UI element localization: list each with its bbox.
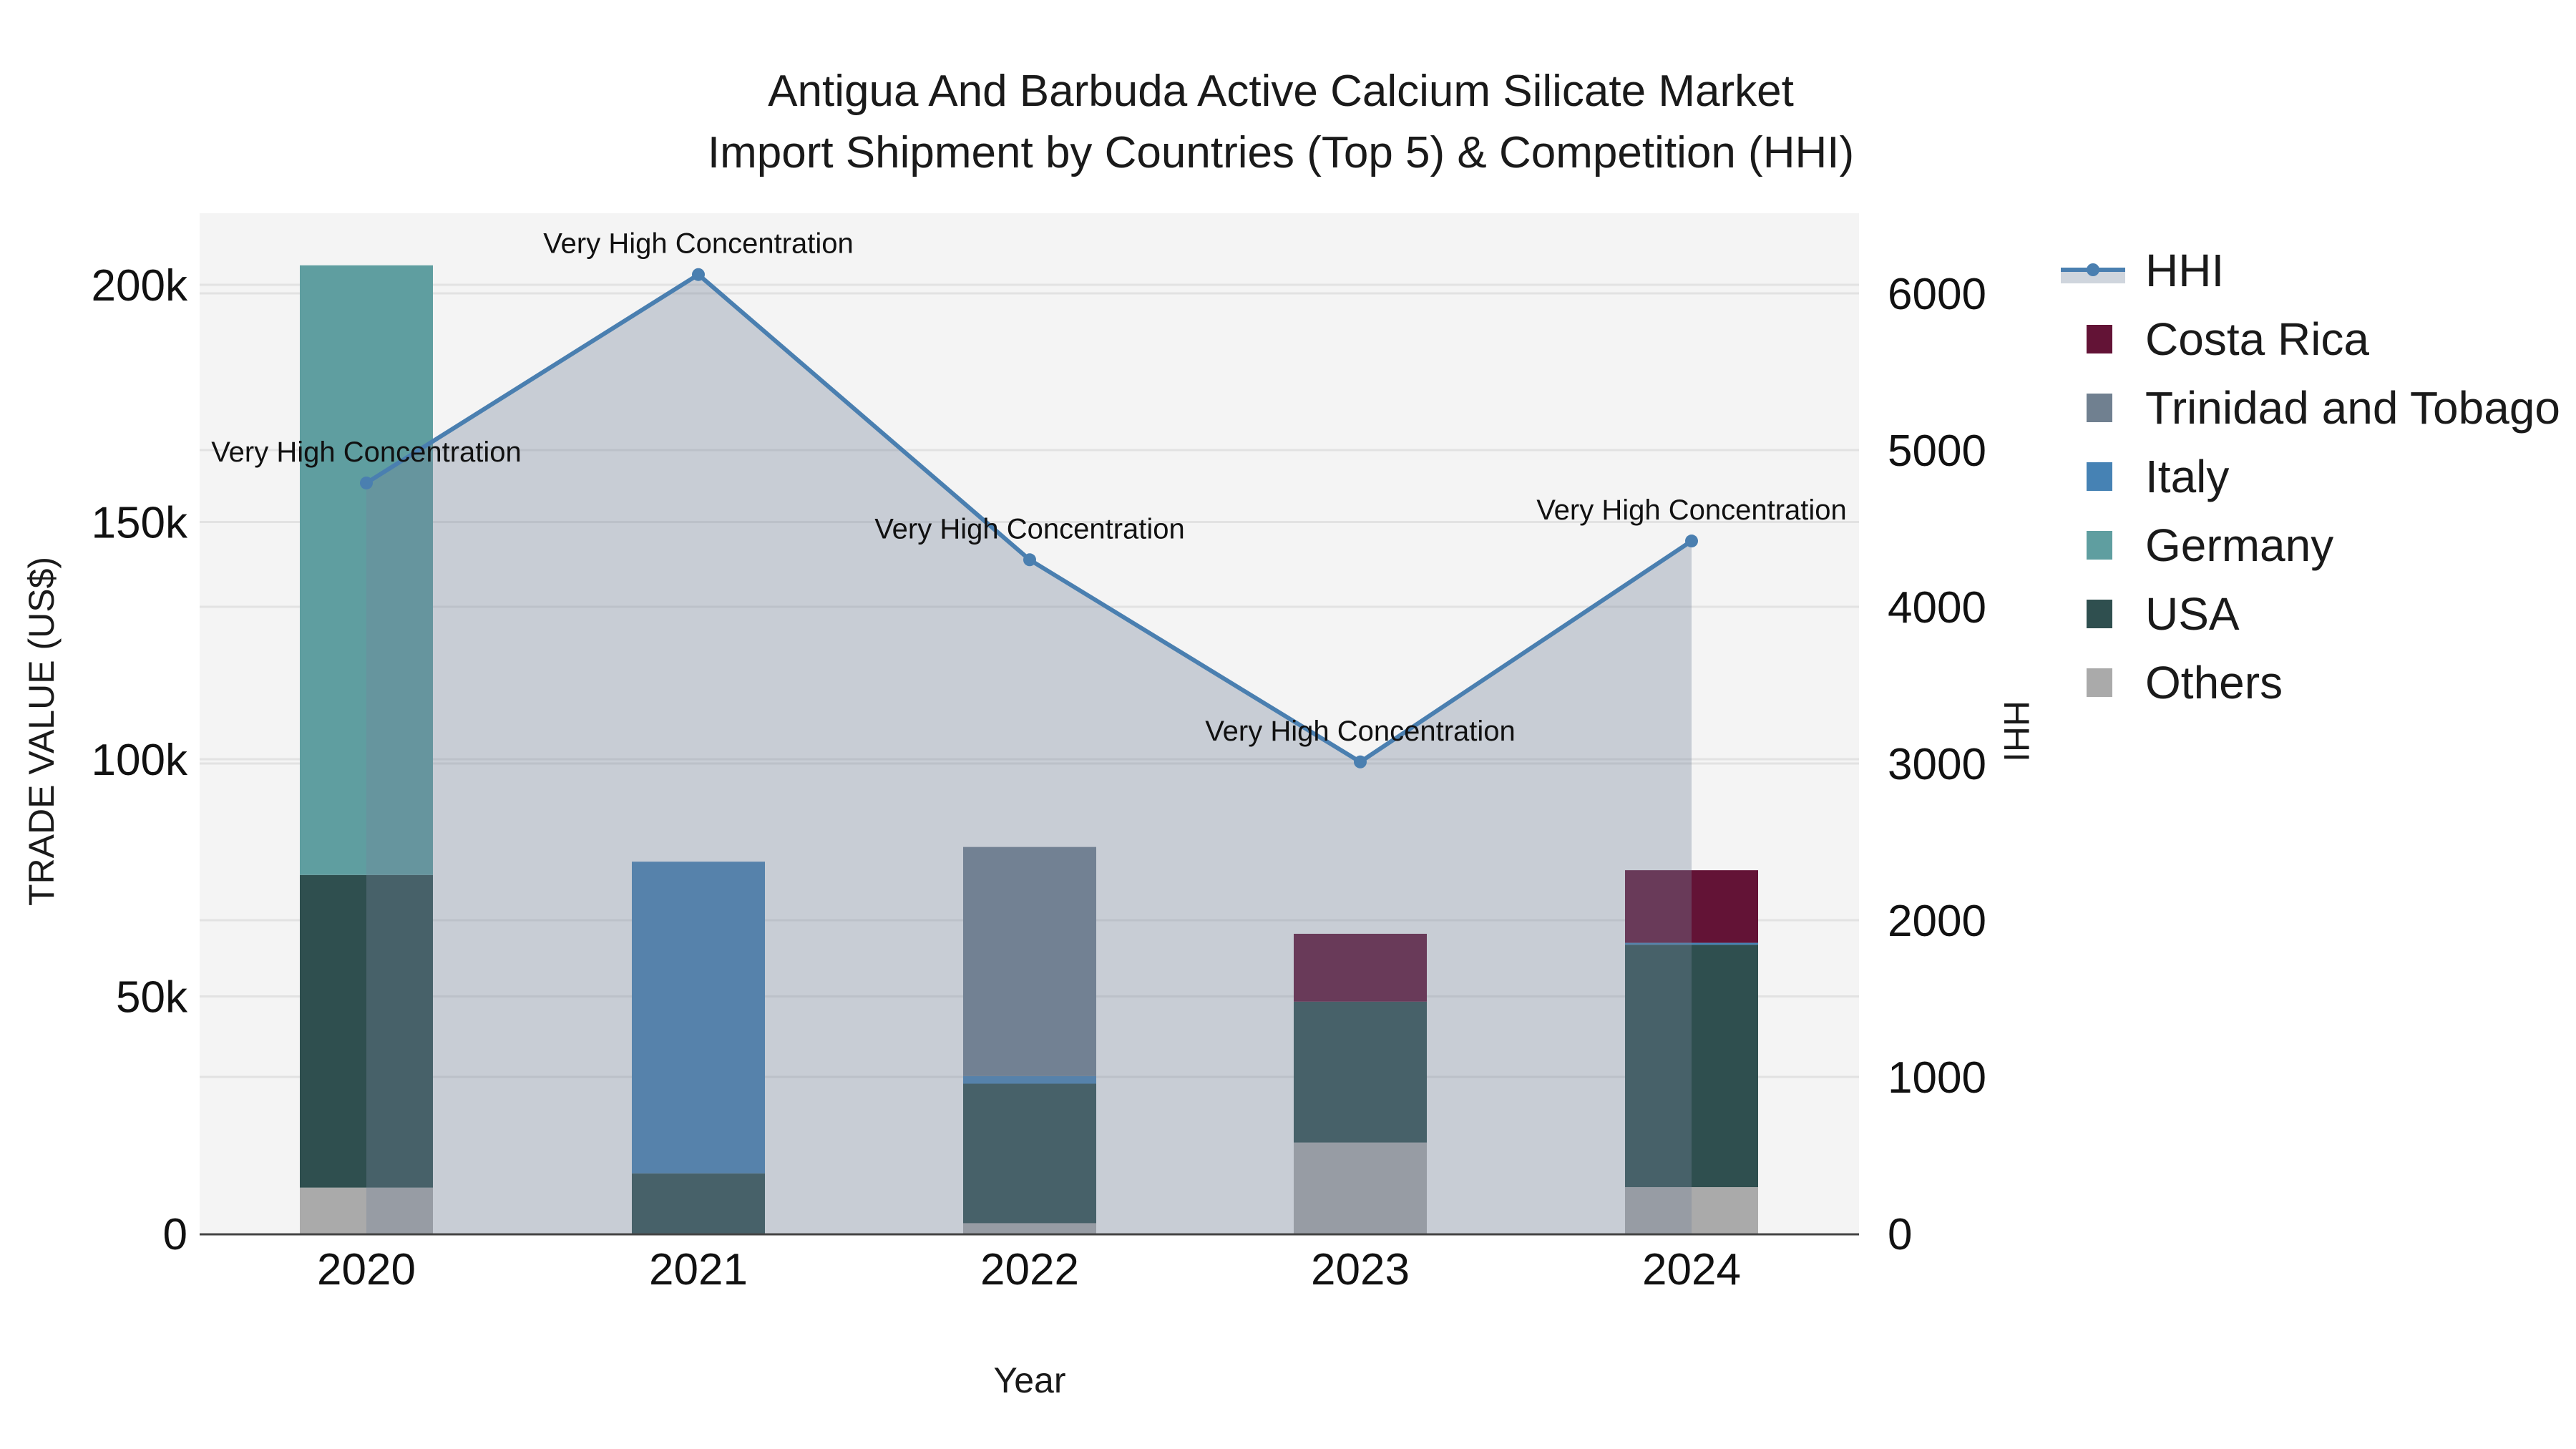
- bar-stack-2024[interactable]: [1625, 870, 1758, 1234]
- legend-item-usa[interactable]: USA: [2061, 580, 2560, 648]
- bar-segment[interactable]: [963, 1083, 1096, 1224]
- bar-segment[interactable]: [1625, 942, 1758, 945]
- bar-segment[interactable]: [1625, 870, 1758, 943]
- hhi-annotation: Very High Concentration: [211, 436, 522, 468]
- bar-segment[interactable]: [300, 1187, 433, 1234]
- y2-axis-ticks: 0 1000 2000 3000 4000 5000 6000: [1888, 270, 1986, 1259]
- bar-stack-2023[interactable]: [1294, 933, 1427, 1234]
- hhi-point[interactable]: [1685, 535, 1698, 548]
- chart-title-line2: Import Shipment by Countries (Top 5) & C…: [707, 128, 1855, 177]
- legend-label: Germany: [2145, 519, 2334, 571]
- legend-label: Italy: [2145, 451, 2230, 502]
- hhi-point[interactable]: [692, 268, 705, 281]
- square-swatch-icon: [2087, 394, 2112, 422]
- x-axis-ticks: 2020 2021 2022 2023 2024: [317, 1245, 1741, 1294]
- bar-segment[interactable]: [1294, 1001, 1427, 1143]
- y-tick-label: 100k: [92, 736, 188, 785]
- legend-label: USA: [2145, 588, 2240, 640]
- hhi-point[interactable]: [1354, 755, 1367, 769]
- legend-item-trinidad-and-tobago[interactable]: Trinidad and Tobago: [2061, 374, 2560, 442]
- hhi-annotations: Very High Concentration Very High Concent…: [211, 228, 1847, 747]
- legend: HHI Costa Rica Trinidad and Tobago Italy…: [2061, 236, 2560, 717]
- legend-item-germany[interactable]: Germany: [2061, 511, 2560, 580]
- bar-segment[interactable]: [632, 1173, 765, 1234]
- hhi-annotation: Very High Concentration: [543, 228, 854, 260]
- x-tick-label: 2021: [649, 1245, 748, 1294]
- bar-segment[interactable]: [1294, 1142, 1427, 1234]
- square-swatch-icon: [2087, 462, 2112, 491]
- bar-stacks: [300, 265, 1758, 1234]
- legend-label: Trinidad and Tobago: [2145, 382, 2560, 434]
- y2-tick-label: 1000: [1888, 1053, 1986, 1103]
- chart-title-line1: Antigua And Barbuda Active Calcium Silic…: [768, 67, 1794, 116]
- y-tick-label: 150k: [92, 499, 188, 548]
- bar-segment[interactable]: [300, 874, 433, 1188]
- x-tick-label: 2024: [1642, 1245, 1741, 1294]
- legend-item-hhi[interactable]: HHI: [2061, 236, 2560, 305]
- square-swatch-icon: [2087, 531, 2112, 560]
- bar-stack-2022[interactable]: [963, 847, 1096, 1234]
- hhi-line: [360, 268, 1698, 769]
- hhi-annotation: Very High Concentration: [1536, 494, 1847, 526]
- y2-tick-label: 0: [1888, 1210, 1912, 1259]
- bar-segment[interactable]: [632, 862, 765, 1174]
- bar-stack-2021[interactable]: [632, 862, 765, 1234]
- hhi-annotation: Very High Concentration: [1205, 716, 1516, 747]
- legend-item-italy[interactable]: Italy: [2061, 442, 2560, 511]
- bar-segment[interactable]: [963, 847, 1096, 1076]
- bar-segment[interactable]: [963, 1075, 1096, 1084]
- x-tick-label: 2022: [980, 1245, 1079, 1294]
- hhi-fill: [366, 274, 1692, 1234]
- hhi-point[interactable]: [360, 476, 373, 489]
- bar-segment[interactable]: [300, 265, 433, 875]
- square-swatch-icon: [2087, 325, 2112, 353]
- y2-tick-label: 4000: [1888, 583, 1986, 633]
- bar-segment[interactable]: [1625, 1187, 1758, 1234]
- x-axis-title: Year: [993, 1360, 1066, 1400]
- y2-tick-label: 3000: [1888, 740, 1986, 789]
- hhi-point[interactable]: [1023, 553, 1036, 567]
- y-tick-label: 200k: [92, 261, 188, 311]
- y2-tick-label: 2000: [1888, 897, 1986, 946]
- bar-segment[interactable]: [1294, 933, 1427, 1002]
- bar-segment[interactable]: [963, 1223, 1096, 1234]
- legend-item-costa-rica[interactable]: Costa Rica: [2061, 305, 2560, 374]
- y-axis-ticks: 0 50k 100k 150k 200k: [92, 261, 188, 1259]
- legend-label: HHI: [2145, 245, 2225, 296]
- y2-tick-label: 5000: [1888, 426, 1986, 476]
- x-tick-label: 2020: [317, 1245, 416, 1294]
- y2-tick-label: 6000: [1888, 270, 1986, 319]
- hhi-annotation: Very High Concentration: [874, 513, 1185, 545]
- y-tick-label: 0: [163, 1210, 187, 1259]
- x-tick-label: 2023: [1311, 1245, 1410, 1294]
- y2-axis-title: HHI: [1996, 700, 2036, 763]
- bar-stack-2020[interactable]: [300, 265, 433, 1234]
- y-tick-label: 50k: [116, 973, 188, 1023]
- square-swatch-icon: [2087, 668, 2112, 697]
- hhi-area: [366, 274, 1692, 1234]
- legend-item-others[interactable]: Others: [2061, 648, 2560, 717]
- legend-label: Costa Rica: [2145, 313, 2369, 365]
- square-swatch-icon: [2087, 600, 2112, 628]
- legend-label: Others: [2145, 657, 2283, 708]
- y-axis-title: TRADE VALUE (US$): [21, 556, 62, 907]
- line-marker-icon: [2061, 256, 2125, 285]
- bar-segment[interactable]: [1625, 945, 1758, 1188]
